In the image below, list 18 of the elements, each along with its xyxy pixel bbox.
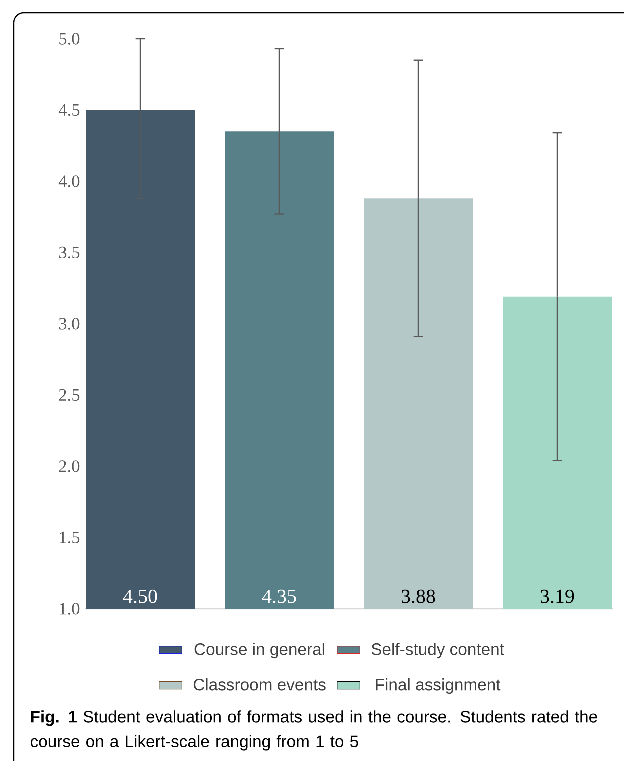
data-label: 4.35 — [262, 590, 296, 604]
legend-label: Final assignment — [376, 678, 501, 694]
legend-label: Self-study content — [372, 643, 504, 659]
y-tick-label: 4.5 — [58, 104, 80, 116]
y-tick-label: 3.5 — [59, 246, 80, 259]
y-tick-label: 2.5 — [59, 389, 80, 402]
y-tick-label: 1.0 — [60, 603, 80, 615]
data-label: 4.50 — [123, 590, 158, 604]
data-label: 3.19 — [540, 590, 574, 604]
legend-label: Classroom events — [194, 678, 326, 691]
y-tick-label: 5.0 — [60, 33, 80, 45]
text: Fig. 1 Student evaluation of formats used in the course. Students rated the course on a Likert-scale ranging from 1 to 5 — [30, 710, 598, 751]
y-tick-label: 2.0 — [59, 460, 80, 472]
y-tick-label: 4.0 — [58, 176, 80, 188]
y-tick-label: 3.0 — [59, 318, 80, 330]
data-label: 3.88 — [402, 590, 436, 604]
legend-label: Course in general — [194, 643, 324, 659]
y-tick-label: 1.5 — [60, 532, 80, 544]
